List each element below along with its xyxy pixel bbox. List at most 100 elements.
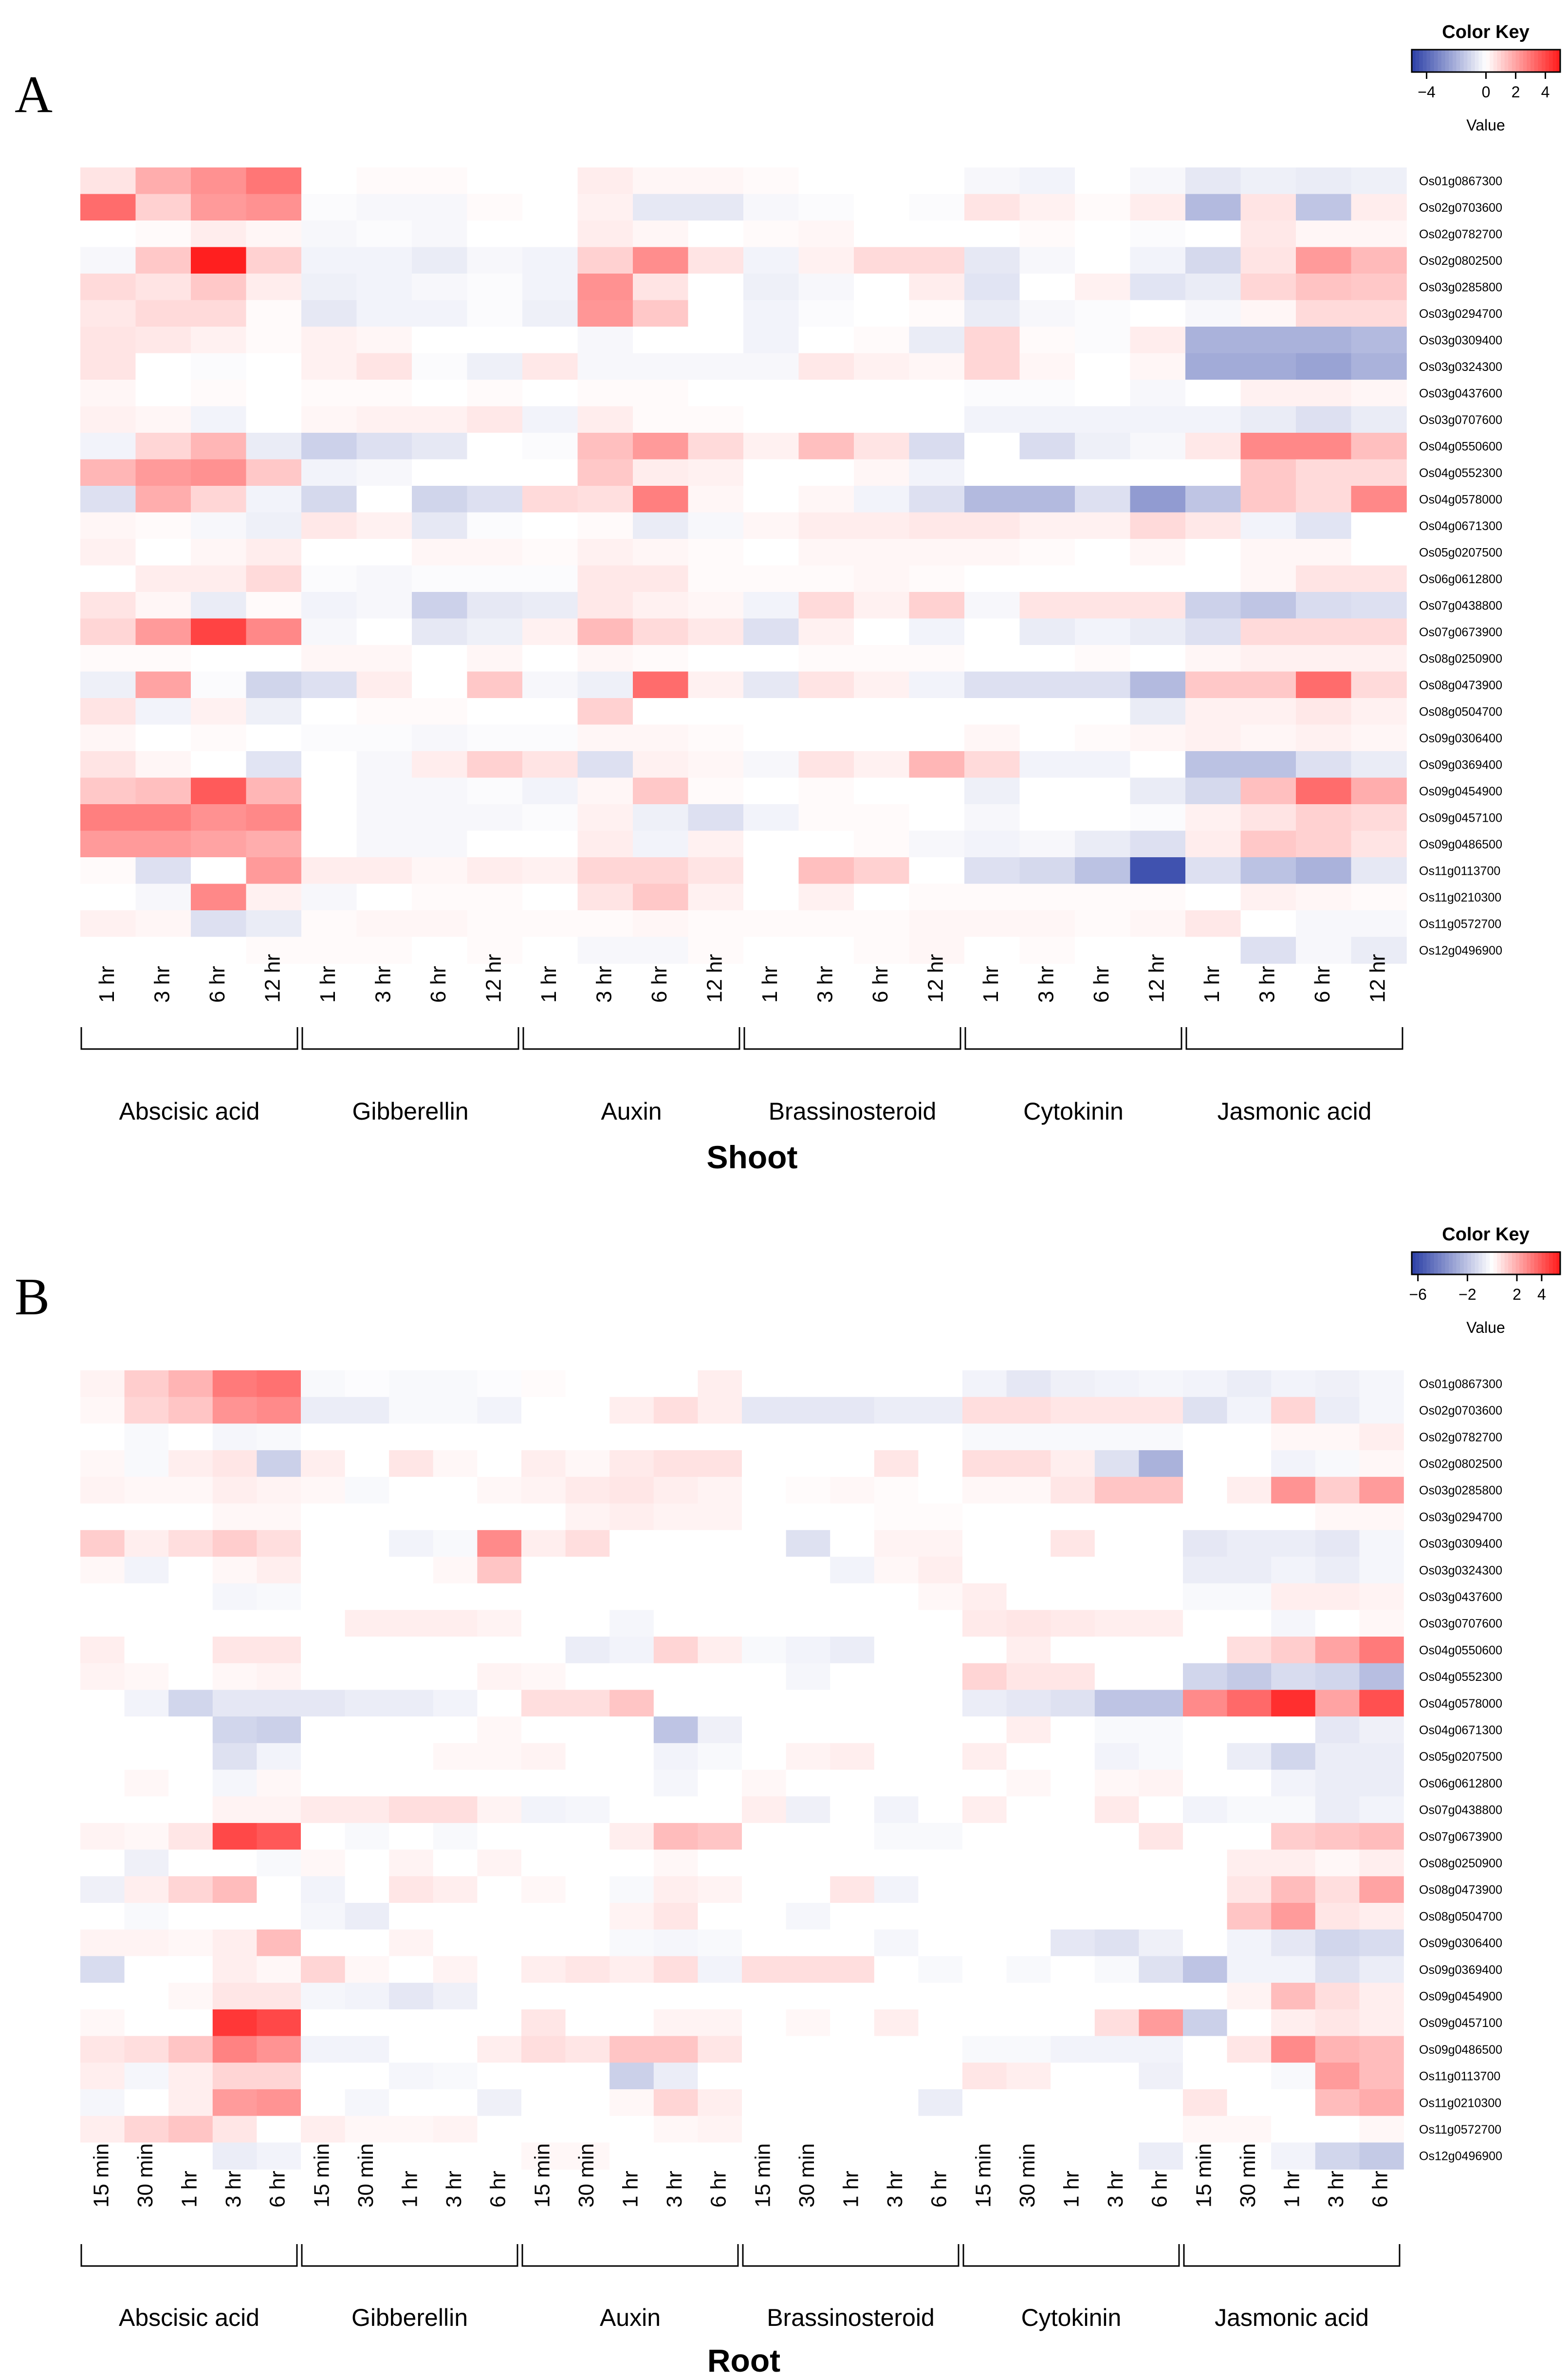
heatmap-cell [798, 618, 854, 645]
heatmap-cell [743, 724, 799, 752]
heatmap-cell [1139, 1956, 1183, 1983]
heatmap-cell [412, 512, 468, 539]
color-key-step [1512, 1252, 1516, 1274]
time-label: 1 hr [619, 2171, 643, 2208]
heatmap-cell [742, 1716, 787, 1744]
heatmap-cell [1183, 1370, 1228, 1398]
heatmap-cell [698, 1637, 742, 1664]
heatmap-cell [522, 751, 578, 778]
heatmap-cell [742, 1956, 787, 1983]
heatmap-cell [1185, 300, 1241, 327]
heatmap-cell [830, 1530, 875, 1557]
gene-label: Os03g0324300 [1419, 360, 1502, 374]
heatmap-cell [301, 804, 357, 831]
heatmap-cell [1240, 937, 1296, 964]
time-label: 6 hr [1310, 966, 1334, 1003]
color-key-step [1441, 50, 1446, 72]
heatmap-cell [565, 1743, 610, 1770]
heatmap-cell [389, 1637, 434, 1664]
heatmap-cell [467, 804, 523, 831]
heatmap-cell [874, 2009, 919, 2037]
heatmap-cell [477, 2009, 522, 2037]
heatmap-cell [688, 433, 744, 460]
heatmap-cell [1130, 937, 1186, 964]
time-label: 6 hr [707, 2171, 731, 2208]
heatmap-cell [80, 1983, 125, 2010]
heatmap-cell [1094, 1956, 1140, 1983]
heatmap-cell [412, 167, 468, 195]
heatmap-cell [1185, 724, 1241, 752]
heatmap-cell [301, 380, 357, 407]
heatmap-cell [964, 724, 1020, 752]
heatmap-cell [698, 2116, 742, 2143]
heatmap-cell [743, 592, 799, 619]
heatmap-cell [80, 1743, 125, 1770]
heatmap-cell [688, 645, 744, 672]
heatmap-cell [1351, 698, 1407, 725]
heatmap-cell [964, 937, 1020, 964]
heatmap-cell [124, 1929, 169, 1957]
heatmap-cell [412, 592, 468, 619]
heatmap-cell [688, 247, 744, 274]
heatmap-cell [798, 884, 854, 911]
heatmap-cell [212, 1503, 258, 1530]
color-key-step [1415, 1252, 1420, 1274]
heatmap-cell [909, 167, 965, 195]
heatmap-cell [909, 645, 965, 672]
heatmap-cell [742, 1849, 787, 1877]
heatmap-cell [1139, 2089, 1183, 2117]
heatmap-cell [168, 2036, 213, 2063]
heatmap-cell [874, 1690, 919, 1717]
treatment-label: Brassinosteroid [767, 2304, 935, 2331]
heatmap-cell [80, 1796, 125, 1824]
time-label: 6 hr [1089, 966, 1113, 1003]
heatmap-cell [688, 486, 744, 513]
heatmap-cell [743, 167, 799, 195]
heatmap-cell [301, 1956, 346, 1983]
heatmap-cell [1019, 698, 1075, 725]
heatmap-cell [577, 433, 633, 460]
heatmap-cell [1139, 1876, 1183, 1903]
heatmap-cell [1227, 1796, 1272, 1824]
heatmap-cell [918, 2009, 963, 2037]
color-key-step [1490, 1252, 1494, 1274]
heatmap-cell [124, 1769, 169, 1797]
heatmap-cell [918, 1690, 963, 1717]
heatmap-cell [433, 1690, 478, 1717]
heatmap-cell [918, 1610, 963, 1637]
time-label: 3 hr [883, 2171, 907, 2208]
heatmap-cell [522, 724, 578, 752]
heatmap-cell [798, 300, 854, 327]
heatmap-cell [633, 724, 689, 752]
heatmap-cell [1315, 1929, 1360, 1957]
heatmap-cell [964, 910, 1020, 938]
heatmap-cell [135, 884, 191, 911]
heatmap-cell [80, 777, 136, 805]
gene-label: Os09g0306400 [1419, 1936, 1502, 1950]
heatmap-cell [633, 671, 689, 699]
heatmap-cell [962, 1716, 1007, 1744]
gene-label: Os04g0552300 [1419, 466, 1502, 480]
heatmap-cell [909, 194, 965, 221]
heatmap-cell [1271, 1663, 1316, 1691]
heatmap-cell [1185, 618, 1241, 645]
gene-label: Os02g0782700 [1419, 1431, 1502, 1444]
heatmap-cell [688, 512, 744, 539]
heatmap-cell [743, 300, 799, 327]
heatmap-cell [577, 486, 633, 513]
heatmap-cell [1130, 459, 1186, 486]
color-key-step [1556, 50, 1561, 72]
heatmap-cell [698, 1530, 742, 1557]
heatmap-cell [1271, 1769, 1316, 1797]
heatmap-cell [345, 1423, 389, 1451]
heatmap-cell [246, 539, 302, 566]
heatmap-cell [854, 486, 910, 513]
heatmap-cell [1185, 406, 1241, 433]
heatmap-cell [412, 274, 468, 301]
heatmap-cell [1240, 777, 1296, 805]
heatmap-cell [1227, 1476, 1272, 1504]
heatmap-cell [412, 830, 468, 858]
heatmap-cell [467, 327, 523, 354]
heatmap-cell [1271, 1690, 1316, 1717]
heatmap-cell [1271, 2089, 1316, 2117]
